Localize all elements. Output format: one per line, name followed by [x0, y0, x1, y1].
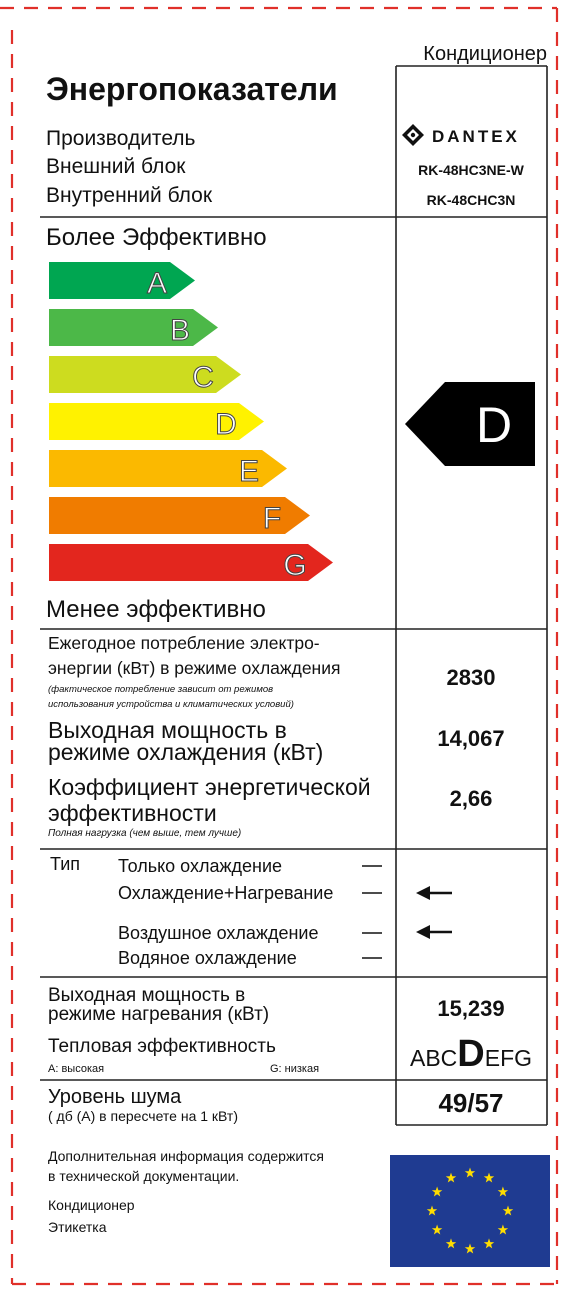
info-text: в технической документации. — [48, 1168, 239, 1184]
eu-star — [497, 1224, 509, 1235]
heating-output-value: 15,239 — [437, 996, 504, 1021]
rating-arrow — [405, 382, 535, 466]
class-letter: D — [215, 408, 237, 441]
type-dashes — [362, 865, 382, 959]
consumption-note: (фактическое потребление зависит от режи… — [48, 684, 273, 695]
manufacturer-label: Производитель — [46, 127, 196, 150]
eu-stars — [426, 1167, 514, 1254]
class-bar — [49, 544, 333, 581]
product: Кондиционер — [423, 43, 547, 65]
class-letter: A — [147, 267, 167, 300]
scale-top-label: Более Эффективно — [46, 224, 267, 251]
rating: D — [476, 397, 512, 453]
eu-star — [502, 1205, 514, 1216]
outdoor-label: Внешний блок — [46, 155, 186, 178]
eer-note: Полная нагрузка (чем выше, тем лучше) — [48, 828, 241, 839]
scale-bottom-label: Менее эффективно — [46, 596, 266, 623]
type-option: Охлаждение+Нагревание — [118, 883, 333, 903]
frame — [40, 65, 548, 1126]
eer-text: эффективности — [48, 800, 217, 826]
noise-label: Уровень шума — [48, 1086, 182, 1108]
consumption-note: использования устройства и климатических… — [48, 699, 294, 710]
consumption-value: 2830 — [447, 665, 496, 690]
class-bar — [49, 262, 195, 299]
class-letter: F — [263, 502, 281, 535]
heating-scale-letter: E — [485, 1045, 500, 1071]
noise-value: 49/57 — [438, 1088, 503, 1118]
heating-scale-letter: D — [457, 1033, 484, 1075]
outdoor-model: RK-48HC3NE-W — [418, 162, 525, 178]
indoor-model: RK-48CHC3N — [427, 192, 516, 208]
title: Энергопоказатели — [46, 71, 338, 107]
class-letter: C — [192, 361, 214, 394]
eu-star — [431, 1186, 443, 1197]
eer-text: Коэффициент энергетической — [48, 774, 371, 800]
brand-logo — [402, 124, 424, 146]
heating-scale-letter: F — [500, 1045, 514, 1071]
cooling-output-text: Выходная мощность в — [48, 717, 287, 743]
type-option: Водяное охлаждение — [118, 948, 297, 968]
heating-scale: ABCDEFG — [410, 1033, 532, 1075]
class-bar — [49, 309, 218, 346]
heating-output-text: Выходная мощность в — [48, 985, 245, 1006]
class-bar — [49, 497, 310, 534]
eu-star — [464, 1243, 476, 1254]
eu-star — [464, 1167, 476, 1178]
class-bar — [49, 403, 264, 440]
class-letter: B — [170, 314, 190, 347]
type-label: Тип — [50, 854, 80, 874]
consumption-text: энергии (кВт) в режиме охлаждения — [48, 658, 340, 678]
class-letter: G — [283, 549, 306, 582]
class-bars: ABCDEFG — [49, 262, 333, 583]
eu-star — [426, 1205, 438, 1216]
heating-scale-letter: C — [441, 1045, 458, 1071]
brand: DANTEX — [432, 127, 520, 146]
class-bar — [49, 450, 287, 487]
eer-value: 2,66 — [450, 786, 493, 811]
footer-product: Кондиционер — [48, 1197, 135, 1213]
heating-scale-letter: G — [514, 1045, 532, 1071]
indoor-label: Внутренний блок — [46, 184, 213, 207]
high-label: A: высокая — [48, 1063, 104, 1075]
type-arrows — [416, 886, 452, 939]
eu-star — [483, 1172, 495, 1183]
cooling-output-text: режиме охлаждения (кВт) — [48, 739, 323, 765]
eu-star — [445, 1238, 457, 1249]
type-option: Воздушное охлаждение — [118, 923, 318, 943]
class-bar — [49, 356, 241, 393]
low-label: G: низкая — [270, 1063, 319, 1075]
footer-label: Этикетка — [48, 1219, 107, 1235]
heating-scale-letter: A — [410, 1045, 426, 1071]
eu-star — [497, 1186, 509, 1197]
heating-scale-letter: B — [425, 1045, 440, 1071]
heating-output-text: режиме нагревания (кВт) — [48, 1004, 269, 1025]
eu-star — [483, 1238, 495, 1249]
eu-star — [445, 1172, 457, 1183]
consumption-text: Ежегодное потребление электро- — [48, 633, 320, 653]
info-text: Дополнительная информация содержится — [48, 1148, 324, 1164]
heating-efficiency-label: Тепловая эффективность — [48, 1036, 276, 1057]
cooling-output-value: 14,067 — [437, 726, 504, 751]
type-option: Только охлаждение — [118, 856, 282, 876]
class-letter: E — [239, 455, 259, 488]
eu-star — [431, 1224, 443, 1235]
noise-unit: ( дб (А) в пересчете на 1 кВт) — [48, 1108, 238, 1124]
